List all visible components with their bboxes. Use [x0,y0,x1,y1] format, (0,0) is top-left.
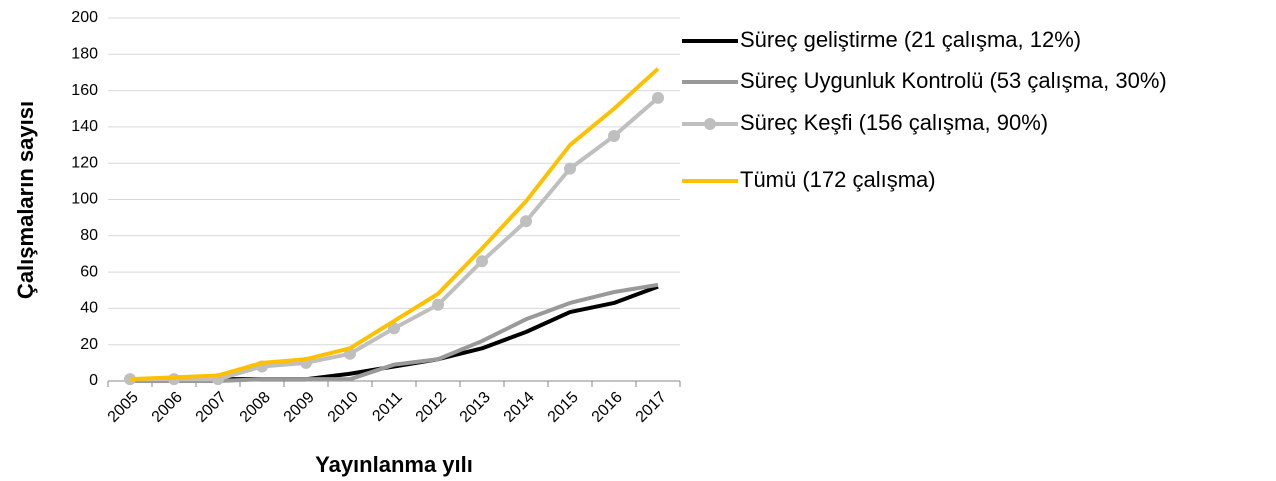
legend-marker [704,118,716,130]
y-tick-label: 0 [89,372,98,389]
x-tick-label: 2010 [325,389,362,426]
x-tick-label: 2008 [237,389,274,426]
x-tick-label: 2005 [105,389,142,426]
legend-label: Süreç geliştirme (21 çalışma, 12%) [740,27,1081,52]
x-tick-label: 2006 [149,389,186,426]
x-tick-label: 2007 [193,389,230,426]
x-tick-label: 2016 [589,389,626,426]
x-tick-label: 2009 [281,389,318,426]
y-tick-label: 40 [80,300,98,317]
y-tick-label: 200 [71,9,98,26]
series-line [129,67,660,382]
y-axis-title: Çalışmaların sayısı [13,101,38,299]
y-tick-label: 100 [71,191,98,208]
series-marker [652,91,664,104]
y-tick-label: 20 [80,336,98,353]
x-tick-label: 2013 [457,389,494,426]
x-axis-title: Yayınlanma yılı [315,452,473,477]
x-tick-label: 2015 [545,389,582,426]
series-marker [388,322,400,335]
y-tick-label: 160 [71,82,98,99]
x-tick-label: 2014 [501,389,538,426]
legend-label: Süreç Uygunluk Kontrolü (53 çalışma, 30%… [740,68,1167,93]
series-marker [432,298,444,311]
x-tick-label: 2012 [413,389,450,426]
y-tick-label: 180 [71,46,98,63]
legend-label: Tümü (172 çalışma) [740,167,936,192]
y-tick-label: 80 [80,227,98,244]
series-marker [564,162,576,175]
y-tick-label: 120 [71,154,98,171]
series-marker [476,255,488,268]
x-tick-label: 2017 [633,389,670,426]
legend-label: Süreç Keşfi (156 çalışma, 90%) [740,110,1048,135]
x-tick-label: 2011 [369,389,405,425]
series-marker [608,129,620,142]
y-tick-label: 60 [80,263,98,280]
series-marker [520,215,532,228]
y-tick-label: 140 [71,118,98,135]
